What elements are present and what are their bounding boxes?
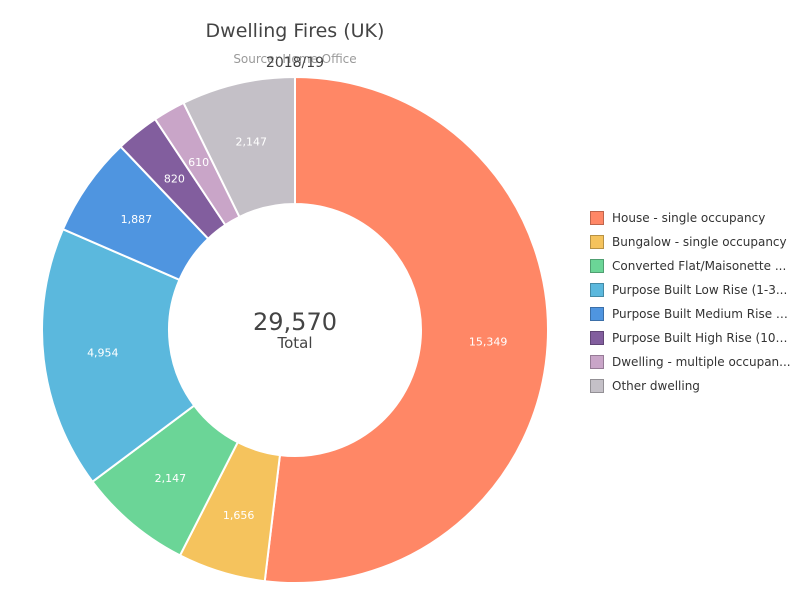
legend-label: Purpose Built Low Rise (1-3... bbox=[612, 283, 792, 297]
slice-value-label: 1,656 bbox=[223, 509, 255, 522]
legend-swatch bbox=[590, 211, 604, 225]
slice-value-label: 4,954 bbox=[87, 347, 119, 360]
legend-item-dwelling-multiple-occupan[interactable]: Dwelling - multiple occupan... bbox=[590, 350, 795, 374]
legend-item-purpose-built-low-rise-1-3[interactable]: Purpose Built Low Rise (1-3... bbox=[590, 278, 795, 302]
chart-legend: House - single occupancy Bungalow - singl… bbox=[590, 206, 795, 398]
slice-value-label: 1,887 bbox=[121, 213, 153, 226]
legend-swatch bbox=[590, 307, 604, 321]
legend-label: Other dwelling bbox=[612, 379, 792, 393]
slice-value-label: 820 bbox=[164, 173, 185, 186]
legend-item-bungalow-single-occupancy[interactable]: Bungalow - single occupancy bbox=[590, 230, 795, 254]
legend-item-converted-flat-maisonette[interactable]: Converted Flat/Maisonette ... bbox=[590, 254, 795, 278]
legend-label: Bungalow - single occupancy bbox=[612, 235, 792, 249]
center-total-value: 29,570 bbox=[253, 308, 337, 336]
slice-value-label: 2,147 bbox=[235, 136, 267, 149]
legend-swatch bbox=[590, 235, 604, 249]
legend-item-purpose-built-high-rise-10[interactable]: Purpose Built High Rise (10+... bbox=[590, 326, 795, 350]
legend-swatch bbox=[590, 355, 604, 369]
slice-value-label: 610 bbox=[188, 156, 209, 169]
slice-value-label: 2,147 bbox=[155, 472, 187, 485]
legend-item-purpose-built-medium-rise[interactable]: Purpose Built Medium Rise (... bbox=[590, 302, 795, 326]
legend-swatch bbox=[590, 259, 604, 273]
legend-label: Purpose Built High Rise (10+... bbox=[612, 331, 792, 345]
legend-label: House - single occupancy bbox=[612, 211, 792, 225]
legend-swatch bbox=[590, 283, 604, 297]
legend-item-other-dwelling[interactable]: Other dwelling bbox=[590, 374, 795, 398]
legend-label: Purpose Built Medium Rise (... bbox=[612, 307, 792, 321]
legend-swatch bbox=[590, 331, 604, 345]
legend-item-house-single-occupancy[interactable]: House - single occupancy bbox=[590, 206, 795, 230]
center-total-label: Total bbox=[276, 334, 312, 352]
legend-label: Converted Flat/Maisonette ... bbox=[612, 259, 792, 273]
legend-swatch bbox=[590, 379, 604, 393]
legend-label: Dwelling - multiple occupan... bbox=[612, 355, 792, 369]
slice-value-label: 15,349 bbox=[469, 336, 508, 349]
